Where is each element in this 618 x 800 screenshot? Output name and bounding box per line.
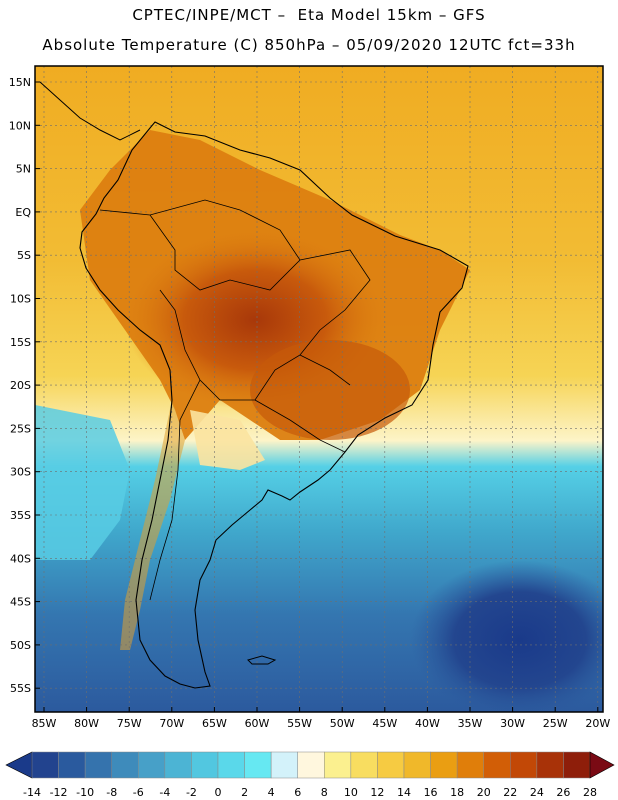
colorbar-segment (563, 751, 591, 779)
longitude-label: 30W (500, 717, 525, 730)
latitude-label: 5S (17, 249, 31, 262)
longitude-label: 85W (32, 717, 57, 730)
longitude-label: 20W (585, 717, 610, 730)
colorbar-label: 6 (294, 786, 301, 799)
colorbar-label: 2 (241, 786, 248, 799)
latitude-label: 35S (10, 509, 31, 522)
latitude-label: 25S (10, 422, 31, 435)
colorbar-label: 10 (344, 786, 358, 799)
latitude-label: 55S (10, 682, 31, 695)
latitude-label: 10S (10, 293, 31, 306)
latitude-label: 5N (16, 163, 31, 176)
colorbar-label: 18 (450, 786, 464, 799)
longitude-label: 40W (415, 717, 440, 730)
colorbar-segment (58, 751, 86, 779)
latitude-label: 45S (10, 596, 31, 609)
colorbar-segment (217, 751, 245, 779)
latitude-label: 30S (10, 466, 31, 479)
colorbar-label: -6 (133, 786, 144, 799)
colorbar-segment (536, 751, 564, 779)
colorbar-segment (31, 751, 59, 779)
latitude-label: 10N (9, 119, 31, 132)
colorbar-label: 12 (370, 786, 384, 799)
colorbar-segment (191, 751, 219, 779)
longitude-label: 80W (74, 717, 99, 730)
country-borders (99, 199, 371, 601)
colorbar-segment (510, 751, 538, 779)
colorbar-segment (84, 751, 112, 779)
colorbar-segment (324, 751, 352, 779)
longitude-label: 50W (330, 717, 355, 730)
colorbar (5, 751, 615, 779)
colorbar-label: 14 (397, 786, 411, 799)
longitude-label: 65W (202, 717, 227, 730)
colorbar-label: 26 (556, 786, 570, 799)
longitude-labels: 85W 80W 75W 70W 65W 60W 55W 50W 45W 40W 35W 30W 25W 2… (32, 707, 610, 730)
longitude-label: 25W (543, 717, 568, 730)
colorbar-high-arrow (589, 751, 615, 779)
colorbar-segment (456, 751, 484, 779)
map-subtitle: Absolute Temperature (C) 850hPa – 05/09/… (42, 36, 576, 54)
colorbar-label: 28 (583, 786, 597, 799)
colorbar-segment (111, 751, 139, 779)
colorbar-label: -4 (159, 786, 170, 799)
map-frame (34, 65, 604, 713)
colorbar-segment (164, 751, 192, 779)
colorbar-label: 22 (503, 786, 517, 799)
colorbar-label: 16 (424, 786, 438, 799)
colorbar-segment (483, 751, 511, 779)
colorbar-segment (377, 751, 405, 779)
latitude-label: 50S (10, 639, 31, 652)
colorbar-segment (270, 751, 298, 779)
latitude-label: 15S (10, 336, 31, 349)
colorbar-segment (138, 751, 166, 779)
colorbar-label: 4 (268, 786, 275, 799)
colorbar-segment (350, 751, 378, 779)
colorbar-label: 0 (215, 786, 222, 799)
falklands-outline (247, 655, 277, 665)
latitude-label: 20S (10, 379, 31, 392)
longitude-label: 70W (159, 717, 184, 730)
colorbar-label: 8 (321, 786, 328, 799)
colorbar-label: -12 (50, 786, 68, 799)
colorbar-segment (403, 751, 431, 779)
cold-core (410, 560, 603, 712)
map-field (35, 66, 603, 712)
longitude-label: 45W (372, 717, 397, 730)
colorbar-segment (297, 751, 325, 779)
longitude-label: 35W (458, 717, 483, 730)
longitude-label: 75W (117, 717, 142, 730)
colorbar-segment (244, 751, 272, 779)
colorbar-labels: -14 -12 -10 -8 -6 -4 -2 0 2 4 6 8 10 12 14 16 18 20 22 24 26… (23, 786, 597, 799)
coastline-central-america (39, 81, 141, 141)
coastline (79, 121, 469, 689)
colorbar-label: -14 (23, 786, 41, 799)
colorbar-low-arrow (5, 751, 33, 779)
latitude-label: 15N (9, 76, 31, 89)
longitude-label: 55W (287, 717, 312, 730)
map-title: CPTEC/INPE/MCT – Eta Model 15km – GFS (132, 6, 486, 24)
colorbar-label: 20 (477, 786, 491, 799)
longitude-label: 60W (245, 717, 270, 730)
latitude-labels: 15N 10N 5N EQ 5S 10S 15S 20S 25S 30S 35S 40S 45S 50S 5… (9, 76, 40, 695)
colorbar-label: -2 (186, 786, 197, 799)
colorbar-label: -10 (76, 786, 94, 799)
colorbar-label: -8 (106, 786, 117, 799)
latitude-label: EQ (15, 206, 31, 219)
colorbar-label: 24 (530, 786, 544, 799)
latitude-label: 40S (10, 552, 31, 565)
colorbar-segment (430, 751, 458, 779)
